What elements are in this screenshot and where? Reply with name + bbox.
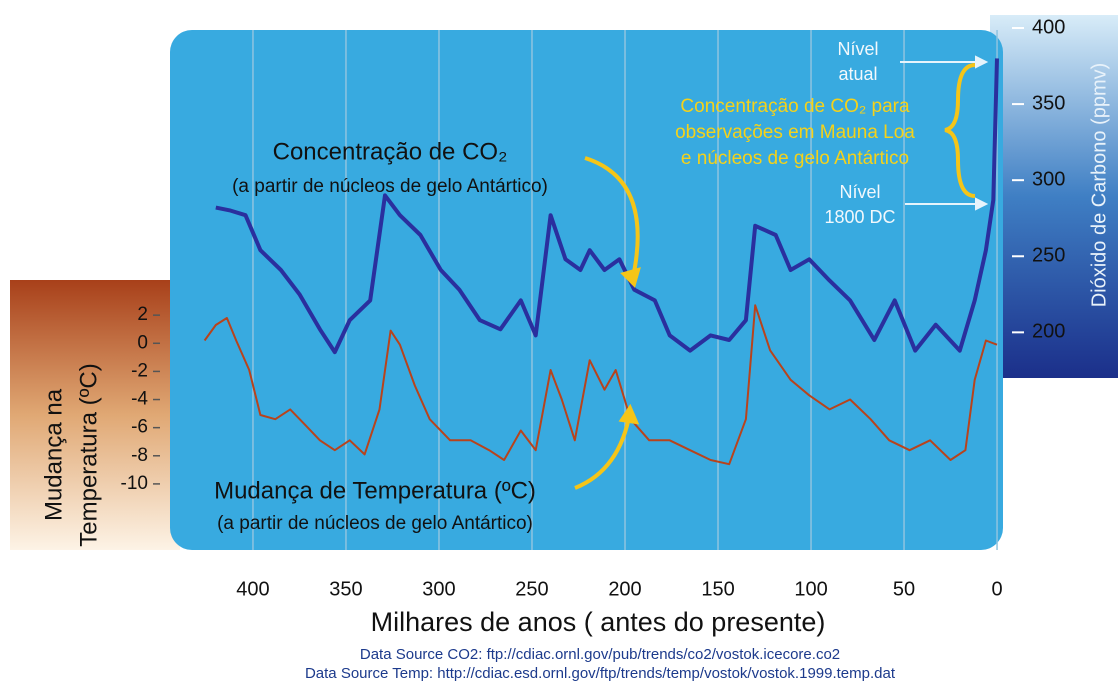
co2-arrow [584,156,640,283]
temp-arrow [574,411,632,490]
x-tick-label: 350 [329,578,362,600]
x-tick-label: 250 [515,578,548,600]
mauna-loa-label: Concentração de CO₂ para [680,96,910,117]
level-1800-label: Nível [839,182,880,202]
y2-tick-label: 300 [1032,168,1065,190]
plot-panel [170,30,1003,550]
mauna-loa-label: observações em Mauna Loa [675,122,915,143]
arrow-head [618,403,640,425]
y2-tick-label: 400 [1032,16,1065,38]
y2-tick-label: 350 [1032,92,1065,114]
y-tick-label: -8 [131,445,148,466]
right-axis-band [990,15,1118,378]
x-tick-label: 300 [422,578,455,600]
y-tick-label: -4 [131,389,148,410]
y-tick-label: -6 [131,417,148,438]
arrow-head [620,267,641,288]
temp-label: Mudança de Temperatura (ºC) [214,477,536,504]
y-tick-label: 0 [137,332,148,353]
y-tick-label: 2 [137,304,148,325]
y-axis-label: Mudança na [40,388,67,521]
y2-tick-label: 200 [1032,321,1065,343]
level-arrows [900,55,989,211]
x-axis-label: Milhares de anos ( antes do presente) [371,607,826,637]
y-axis-label: Temperatura (ºC) [75,363,102,546]
y2-tick-label: 250 [1032,245,1065,267]
temp-label: (a partir de núcleos de gelo Antártico) [217,513,533,534]
source-note: Data Source Temp: http://cdiac.esd.ornl.… [305,665,896,682]
current-level-label: atual [838,64,877,84]
y2-axis-label: Dióxido de Carbono (ppmv) [1088,63,1110,308]
y-tick-label: -10 [121,473,148,494]
x-tick-label: 400 [236,578,269,600]
x-tick-label: 100 [794,578,827,600]
x-tick-label: 150 [701,578,734,600]
series-line [215,58,999,355]
level-1800-label: 1800 DC [824,207,895,227]
current-level-label: Nível [837,39,878,59]
brace [944,63,976,198]
co2-label: Concentração de CO₂ [273,138,508,165]
co2-label: (a partir de núcleos de gelo Antártico) [232,176,548,197]
arrow-head [975,55,989,69]
y-tick-label: -2 [131,360,148,381]
arrow-head [975,197,989,211]
x-tick-label: 200 [608,578,641,600]
source-note: Data Source CO2: ftp://cdiac.ornl.gov/pu… [360,646,840,663]
series-line [203,304,998,466]
x-tick-label: 0 [991,578,1002,600]
x-tick-label: 50 [893,578,915,600]
arrows [574,63,976,490]
left-axis-band [10,280,180,550]
mauna-loa-label: e núcleos de gelo Antártico [681,148,909,169]
